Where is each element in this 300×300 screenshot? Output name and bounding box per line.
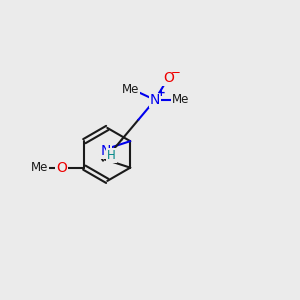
Text: O: O: [56, 161, 67, 175]
Text: Me: Me: [172, 93, 190, 106]
Text: +: +: [157, 88, 166, 98]
Text: −: −: [171, 66, 181, 79]
Text: Me: Me: [31, 161, 48, 174]
Text: N: N: [150, 93, 160, 107]
Text: O: O: [163, 71, 174, 85]
Text: H: H: [107, 149, 116, 162]
Text: N: N: [100, 144, 111, 158]
Text: Me: Me: [122, 83, 139, 96]
